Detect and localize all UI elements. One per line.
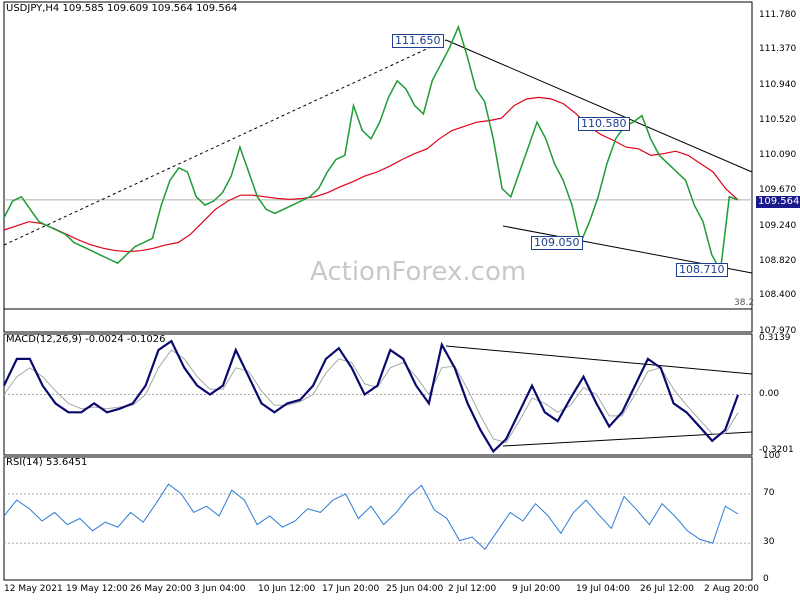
price-y-tick: 110.520 xyxy=(759,115,797,125)
x-axis-tick: 19 May 12:00 xyxy=(66,584,128,594)
x-axis-tick: 17 Jun 20:00 xyxy=(322,584,380,594)
x-axis-tick: 26 Jul 12:00 xyxy=(640,584,694,594)
macd-trendline-lower xyxy=(502,431,753,447)
price-y-tick: 109.670 xyxy=(759,185,797,195)
price-y-tick: 111.780 xyxy=(759,10,797,20)
macd-y-tick: 0.00 xyxy=(759,389,780,399)
fib-label: 38.2 xyxy=(734,298,755,308)
price-y-tick: 110.090 xyxy=(759,150,797,160)
x-axis-tick: 2 Jul 12:00 xyxy=(448,584,497,594)
panel-frame-3 xyxy=(3,456,753,581)
price-y-tick: 107.970 xyxy=(759,326,797,336)
x-axis-tick: 2 Aug 20:00 xyxy=(704,584,759,594)
macd-signal-line xyxy=(3,349,739,444)
rsi-y-tick: 0 xyxy=(763,574,769,584)
price-line xyxy=(3,24,739,273)
trendline-falling xyxy=(445,39,753,173)
x-axis-tick: 3 Jun 04:00 xyxy=(194,584,246,594)
x-axis-tick: 10 Jun 12:00 xyxy=(258,584,316,594)
annotation-low-108710: 108.710 xyxy=(676,263,728,277)
panel-frame-1 xyxy=(3,1,753,333)
price-y-tick: 109.240 xyxy=(759,221,797,231)
annotation-high-111650: 111.650 xyxy=(392,34,444,48)
macd-y-tick: -0.3201 xyxy=(759,445,794,455)
rsi-y-tick: 30 xyxy=(763,537,775,547)
price-y-tick: 108.400 xyxy=(759,290,797,300)
annotation-high-110580: 110.580 xyxy=(578,117,630,131)
x-axis-tick: 25 Jun 04:00 xyxy=(386,584,444,594)
price-y-tick: 110.940 xyxy=(759,80,797,90)
last-price-tag: 109.564 xyxy=(756,196,800,208)
macd-header: MACD(12,26,9) -0.0024 -0.1026 xyxy=(6,334,166,345)
trendline-rising-dashed xyxy=(3,39,447,246)
macd-line xyxy=(3,339,740,454)
price-y-tick: 111.370 xyxy=(759,44,797,54)
macd-y-tick: 0.3139 xyxy=(759,333,791,343)
annotation-low-109050: 109.050 xyxy=(531,236,583,250)
x-axis-tick: 19 Jul 04:00 xyxy=(576,584,630,594)
rsi-header: RSI(14) 53.6451 xyxy=(6,457,88,468)
rsi-line xyxy=(3,483,739,551)
macd-trendline-upper xyxy=(445,345,753,375)
price-header: USDJPY,H4 109.585 109.609 109.564 109.56… xyxy=(6,3,238,14)
x-axis-tick: 12 May 2021 xyxy=(4,584,63,594)
x-axis-tick: 26 May 20:00 xyxy=(130,584,192,594)
price-y-tick: 108.820 xyxy=(759,256,797,266)
price-ma-line xyxy=(3,96,739,253)
rsi-y-tick: 70 xyxy=(763,488,775,498)
x-axis-tick: 9 Jul 20:00 xyxy=(512,584,561,594)
rsi-y-tick: 100 xyxy=(763,451,781,461)
watermark: ActionForex.com xyxy=(310,257,527,287)
